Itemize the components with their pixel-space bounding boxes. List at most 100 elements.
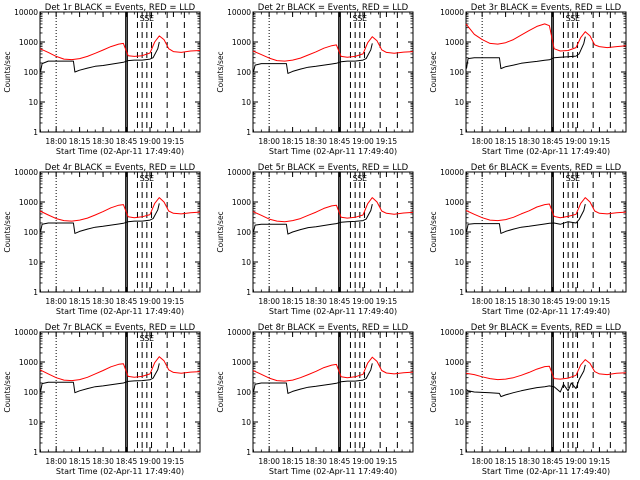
y-tick-label: 10000 xyxy=(227,168,251,177)
series-lld-line xyxy=(39,356,201,382)
marker-top-label: S xyxy=(140,14,145,23)
panel-title: Det 2r BLACK = Events, RED = LLD xyxy=(258,3,409,13)
marker-top-label: S xyxy=(140,174,145,183)
marker-top-label: S xyxy=(140,334,145,343)
x-tick-label: 18:00 xyxy=(471,137,493,146)
x-tick-label: 18:00 xyxy=(471,297,493,306)
x-tick-label: 18:15 xyxy=(495,137,517,146)
plot-frame xyxy=(252,11,414,133)
panel-title: Det 7r BLACK = Events, RED = LLD xyxy=(45,323,196,333)
x-tick-label: 18:45 xyxy=(542,457,564,466)
x-tick-label: 18:45 xyxy=(116,457,138,466)
y-tick-label: 10000 xyxy=(14,328,38,337)
x-tick-label: 19:00 xyxy=(352,137,374,146)
plot-frame xyxy=(465,331,627,453)
x-tick-label: 18:15 xyxy=(69,297,91,306)
x-tick-label: 18:00 xyxy=(258,137,280,146)
series-lld-line xyxy=(252,36,414,62)
marker-top-label: S xyxy=(566,14,571,23)
y-tick-label: 100 xyxy=(450,68,465,77)
marker-top-label: S xyxy=(570,14,575,23)
panel-8: Det 8r BLACK = Events, RED = LLD 1 10 100 10… xyxy=(216,323,414,476)
y-tick-label: 100 xyxy=(24,68,39,77)
series-lld-line xyxy=(465,23,627,52)
y-tick-label: 100 xyxy=(237,228,252,237)
x-axis-label: Start Time (02-Apr-11 17:49:40) xyxy=(269,467,397,476)
x-tick-label: 19:00 xyxy=(352,297,374,306)
x-tick-label: 19:15 xyxy=(589,297,611,306)
plot-frame xyxy=(252,171,414,293)
y-tick-label: 100 xyxy=(24,228,39,237)
y-tick-label: 10000 xyxy=(440,328,464,337)
x-tick-label: 19:00 xyxy=(139,457,161,466)
x-tick-label: 18:30 xyxy=(518,297,540,306)
x-tick-label: 19:15 xyxy=(376,297,398,306)
plot-frame xyxy=(39,11,201,133)
x-tick-label: 18:45 xyxy=(116,297,138,306)
y-tick-label: 1000 xyxy=(232,358,251,367)
series-events-line xyxy=(40,203,160,234)
x-tick-label: 18:00 xyxy=(45,457,67,466)
y-tick-label: 1 xyxy=(246,128,251,137)
x-tick-label: 19:15 xyxy=(376,137,398,146)
x-tick-label: 19:15 xyxy=(163,297,185,306)
y-tick-label: 1 xyxy=(246,448,251,457)
x-tick-label: 18:45 xyxy=(542,297,564,306)
y-axis-label: Counts/sec xyxy=(429,371,438,412)
y-tick-label: 1 xyxy=(459,448,464,457)
panel-7: Det 7r BLACK = Events, RED = LLD 1 10 100 10… xyxy=(3,323,201,476)
y-axis-label: Counts/sec xyxy=(429,211,438,252)
panel-title: Det 1r BLACK = Events, RED = LLD xyxy=(45,3,196,13)
y-tick-label: 1000 xyxy=(445,358,464,367)
x-axis-label: Start Time (02-Apr-11 17:49:40) xyxy=(482,147,610,156)
x-tick-label: 18:00 xyxy=(45,297,67,306)
y-tick-label: 10 xyxy=(241,418,251,427)
panel-3: Det 3r BLACK = Events, RED = LLD 1 10 100 10… xyxy=(429,3,627,156)
marker-top-label: E xyxy=(362,14,367,23)
x-tick-label: 18:30 xyxy=(92,297,114,306)
panel-4: Det 4r BLACK = Events, RED = LLD 1 10 100 10… xyxy=(3,163,201,316)
y-tick-label: 1 xyxy=(33,288,38,297)
x-tick-label: 18:00 xyxy=(45,137,67,146)
y-axis-label: Counts/sec xyxy=(216,371,225,412)
panel-1: Det 1r BLACK = Events, RED = LLD 1 10 100 10… xyxy=(3,3,201,156)
y-tick-label: 10 xyxy=(241,258,251,267)
marker-top-label: S xyxy=(570,174,575,183)
series-events-line xyxy=(466,364,586,398)
series-lld-line xyxy=(39,35,201,61)
y-tick-label: 100 xyxy=(237,388,252,397)
x-axis-label: Start Time (02-Apr-11 17:49:40) xyxy=(269,147,397,156)
y-tick-label: 10000 xyxy=(14,168,38,177)
y-tick-label: 10 xyxy=(28,418,38,427)
y-axis-label: Counts/sec xyxy=(3,371,12,412)
x-tick-label: 18:00 xyxy=(258,457,280,466)
x-tick-label: 18:15 xyxy=(69,457,91,466)
x-tick-label: 19:00 xyxy=(139,137,161,146)
y-tick-label: 10 xyxy=(454,418,464,427)
marker-top-label: S xyxy=(357,174,362,183)
x-tick-label: 18:15 xyxy=(282,137,304,146)
marker-top-label: E xyxy=(362,174,367,183)
panel-title: Det 4r BLACK = Events, RED = LLD xyxy=(45,163,196,173)
x-axis-label: Start Time (02-Apr-11 17:49:40) xyxy=(269,307,397,316)
y-tick-label: 1 xyxy=(33,128,38,137)
x-tick-label: 18:30 xyxy=(305,297,327,306)
panel-title: Det 5r BLACK = Events, RED = LLD xyxy=(258,163,409,173)
y-tick-label: 1000 xyxy=(445,198,464,207)
x-tick-label: 18:30 xyxy=(92,137,114,146)
panel-title: Det 8r BLACK = Events, RED = LLD xyxy=(258,323,409,333)
marker-top-label: S xyxy=(353,14,358,23)
x-tick-label: 18:00 xyxy=(258,297,280,306)
marker-top-label: E xyxy=(575,174,580,183)
marker-top-label: E xyxy=(149,334,154,343)
x-tick-label: 18:45 xyxy=(329,457,351,466)
y-tick-label: 1 xyxy=(459,288,464,297)
x-tick-label: 18:15 xyxy=(495,297,517,306)
x-axis-label: Start Time (02-Apr-11 17:49:40) xyxy=(56,467,184,476)
y-tick-label: 100 xyxy=(450,388,465,397)
y-tick-label: 10 xyxy=(28,258,38,267)
x-tick-label: 19:00 xyxy=(139,297,161,306)
y-tick-label: 100 xyxy=(450,228,465,237)
y-tick-label: 1000 xyxy=(445,38,464,47)
x-tick-label: 18:15 xyxy=(69,137,91,146)
